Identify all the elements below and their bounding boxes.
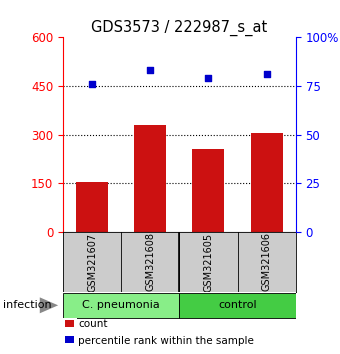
Title: GDS3573 / 222987_s_at: GDS3573 / 222987_s_at — [91, 19, 268, 36]
Point — [264, 72, 269, 77]
Text: count: count — [78, 319, 108, 329]
Bar — [65, 336, 74, 343]
Text: GSM321608: GSM321608 — [145, 233, 155, 291]
Bar — [76, 182, 108, 232]
Bar — [63, 292, 180, 318]
Point — [89, 81, 95, 87]
Point — [206, 75, 211, 81]
Text: control: control — [218, 300, 257, 310]
Point — [148, 67, 153, 73]
Bar — [65, 320, 74, 327]
Bar — [192, 149, 224, 232]
Bar — [251, 133, 283, 232]
Polygon shape — [40, 297, 58, 313]
Text: GSM321605: GSM321605 — [203, 232, 214, 292]
Bar — [180, 292, 296, 318]
Text: GSM321606: GSM321606 — [262, 233, 272, 291]
Text: GSM321607: GSM321607 — [87, 232, 97, 292]
Text: infection: infection — [3, 300, 52, 310]
Text: C. pneumonia: C. pneumonia — [82, 300, 160, 310]
Text: percentile rank within the sample: percentile rank within the sample — [78, 336, 254, 346]
Bar — [134, 125, 166, 232]
